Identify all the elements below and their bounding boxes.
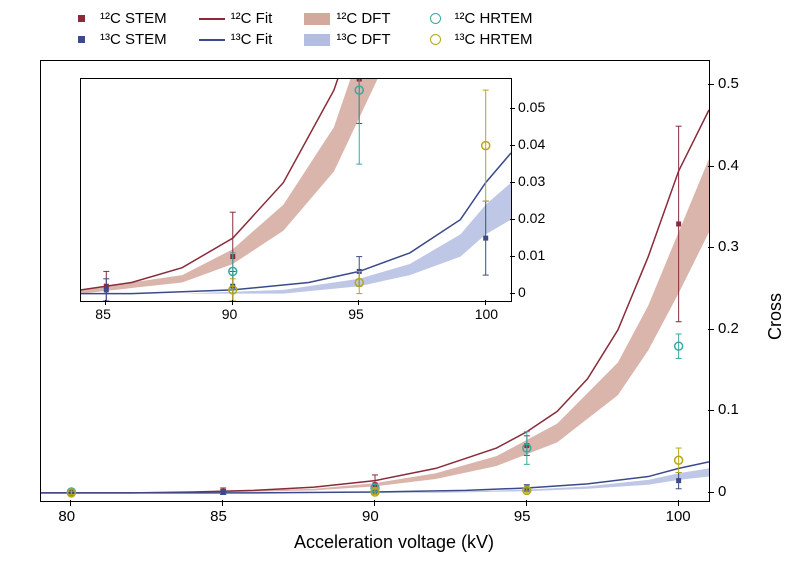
main-xtick-label: 100 xyxy=(666,508,691,525)
legend-item: ¹²C DFT xyxy=(304,10,390,27)
legend-label: ¹³C STEM xyxy=(100,31,167,48)
legend: ¹²C STEM ¹³C STEM ¹²C Fit ¹³C Fit ¹²C DFT ¹³C… xyxy=(68,10,533,48)
main-xtick-label: 90 xyxy=(362,508,379,525)
inset-ytick-label: 0.04 xyxy=(518,136,545,152)
main-ytick-label: 0 xyxy=(718,483,726,500)
legend-item: ¹²C Fit xyxy=(199,10,273,27)
c12_stem-marker xyxy=(676,221,681,226)
c13_stem-marker xyxy=(104,287,109,292)
main-xtick-label: 95 xyxy=(514,508,531,525)
legend-label: ¹³C HRTEM xyxy=(454,31,532,48)
inset-ytick-label: 0 xyxy=(518,284,526,300)
legend-swatch-line xyxy=(199,33,225,47)
legend-item: ¹²C STEM xyxy=(68,10,167,27)
main-ytick-label: 0.3 xyxy=(718,238,739,255)
inset-xtick-label: 90 xyxy=(222,306,238,322)
legend-item: ¹³C STEM xyxy=(68,31,167,48)
legend-label: ¹²C HRTEM xyxy=(454,10,532,27)
legend-label: ¹²C Fit xyxy=(231,10,273,27)
legend-item: ¹²C HRTEM xyxy=(422,10,532,27)
c13_stem-marker xyxy=(676,478,681,483)
main-ytick-label: 0.4 xyxy=(718,157,739,174)
inset-plot-svg xyxy=(81,79,511,301)
inset-ytick-label: 0.01 xyxy=(518,247,545,263)
main-xtick-label: 85 xyxy=(210,508,227,525)
legend-item: ¹³C HRTEM xyxy=(422,31,532,48)
chart-container: ¹²C STEM ¹³C STEM ¹²C Fit ¹³C Fit ¹²C DFT ¹³C… xyxy=(0,0,788,572)
legend-swatch-square xyxy=(68,12,94,26)
inset-xtick-label: 100 xyxy=(475,306,498,322)
x-axis-label: Acceleration voltage (kV) xyxy=(294,532,494,553)
legend-label: ¹³C DFT xyxy=(336,31,390,48)
legend-label: ¹²C DFT xyxy=(336,10,390,27)
legend-swatch-band xyxy=(304,12,330,26)
legend-item: ¹³C Fit xyxy=(199,31,273,48)
inset-xtick-label: 95 xyxy=(348,306,364,322)
inset-ytick-label: 0.05 xyxy=(518,99,545,115)
inset-ytick-label: 0.03 xyxy=(518,173,545,189)
main-ytick-label: 0.2 xyxy=(718,320,739,337)
legend-swatch-square xyxy=(68,33,94,47)
inset-ytick-label: 0.02 xyxy=(518,210,545,226)
inset-xtick-label: 85 xyxy=(95,306,111,322)
main-ytick-label: 0.5 xyxy=(718,75,739,92)
legend-swatch-line xyxy=(199,12,225,26)
c13_stem-marker xyxy=(221,490,226,495)
legend-swatch-circle xyxy=(422,12,448,26)
y-axis-label: Cross section (barn) xyxy=(765,283,788,340)
legend-label: ¹²C STEM xyxy=(100,10,167,27)
main-ytick-label: 0.1 xyxy=(718,401,739,418)
legend-swatch-band xyxy=(304,33,330,47)
c13_stem-marker xyxy=(483,236,488,241)
legend-swatch-circle xyxy=(422,33,448,47)
inset-plot-area xyxy=(80,78,512,302)
main-xtick-label: 80 xyxy=(58,508,75,525)
legend-label: ¹³C Fit xyxy=(231,31,273,48)
legend-item: ¹³C DFT xyxy=(304,31,390,48)
